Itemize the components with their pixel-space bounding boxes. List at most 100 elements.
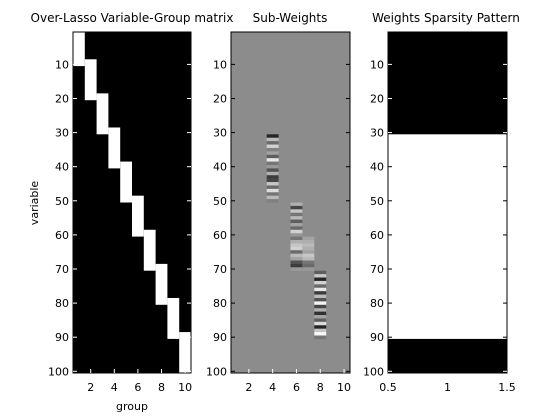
x-tick-label: 1: [444, 381, 451, 394]
plot-frame: [72, 31, 192, 374]
weight-cell: [266, 185, 279, 190]
group-membership-cell: [96, 93, 109, 135]
weight-cell: [314, 328, 327, 333]
y-tick-label: 30: [213, 127, 227, 140]
weight-cell: [290, 260, 303, 265]
heatmap-cells: [388, 32, 507, 373]
heatmap-cells: [73, 32, 191, 373]
y-tick-label: 30: [370, 127, 384, 140]
y-tick-label: 50: [213, 195, 227, 208]
y-tick-label: 20: [213, 92, 227, 105]
weight-cell: [302, 240, 315, 244]
sub-weights-panel: Sub-Weights 2 4 6 8 10 10 20 30 40 50 60 70 80 90 100: [206, 11, 351, 394]
weight-cell: [290, 212, 303, 217]
weight-cell: [302, 263, 315, 268]
y-tick-label: 70: [213, 263, 227, 276]
weight-cell: [290, 250, 303, 254]
y-tick-label: 80: [55, 297, 69, 310]
weight-cell: [266, 175, 279, 179]
weight-cell: [314, 301, 327, 306]
group-membership-cell: [132, 195, 144, 237]
group-membership-cell: [108, 127, 121, 169]
y-tick-label: 60: [55, 229, 69, 242]
weight-cell: [266, 164, 279, 169]
weight-cell: [266, 195, 279, 200]
weight-cell: [302, 260, 315, 265]
weight-cell: [314, 325, 327, 329]
weight-cell: [314, 318, 327, 323]
y-tick-label: 90: [55, 331, 69, 344]
weight-cell: [290, 246, 303, 251]
weight-cell: [314, 321, 327, 326]
sparsity-pattern-panel: Weights Sparsity Pattern 0.5 1 1.5 10 20 30 4…: [363, 11, 520, 394]
y-tick-label: 60: [370, 229, 384, 242]
variable-group-matrix-panel: Over-Lasso Variable-Group matrix 2 4 6 8 10 …: [28, 11, 233, 413]
weight-cell: [314, 315, 327, 319]
heatmap-cells: [231, 32, 350, 373]
weight-cell: [266, 168, 279, 173]
weight-cell: [290, 229, 303, 234]
x-ticks: 2 4 6 8 10: [245, 369, 351, 394]
group-membership-cell: [84, 59, 97, 101]
group-membership-cell: [179, 332, 191, 373]
x-tick-label: 2: [245, 381, 252, 394]
y-tick-label: 60: [213, 229, 227, 242]
y-tick-label: 40: [55, 161, 69, 174]
weight-cell: [290, 233, 303, 237]
y-tick-label: 100: [363, 365, 384, 378]
weight-cell: [314, 294, 327, 299]
y-tick-label: 90: [213, 331, 227, 344]
x-tick-label: 6: [293, 381, 300, 394]
chart-title: Over-Lasso Variable-Group matrix: [31, 11, 234, 25]
weight-cell: [266, 154, 279, 159]
y-tick-label: 90: [370, 331, 384, 344]
weight-cell: [302, 250, 315, 254]
y-tick-label: 100: [48, 365, 69, 378]
weight-cell: [302, 267, 315, 271]
weight-cell: [314, 280, 327, 285]
weight-cell: [314, 277, 327, 282]
y-ticks: 10 20 30 40 50 60 70 80 90 100: [48, 58, 191, 378]
x-tick-label: 4: [111, 381, 118, 394]
weight-cell: [266, 141, 279, 145]
weight-cell: [290, 253, 303, 258]
x-tick-label: 0.5: [379, 381, 397, 394]
x-tick-label: 1.5: [498, 381, 516, 394]
y-tick-label: 80: [370, 297, 384, 310]
weight-cell: [266, 188, 279, 193]
x-ticks: 0.5 1 1.5: [379, 369, 516, 394]
weight-cell: [290, 202, 303, 207]
weight-cell: [302, 257, 315, 261]
weight-cell: [266, 178, 279, 183]
weight-cell: [266, 199, 279, 203]
weight-cell: [290, 222, 303, 227]
weight-cell: [266, 171, 279, 176]
weight-cell: [302, 236, 315, 241]
y-tick-label: 10: [55, 58, 69, 71]
y-tick-label: 10: [370, 58, 384, 71]
weight-cell: [314, 304, 327, 309]
y-tick-label: 80: [213, 297, 227, 310]
weight-cell: [266, 137, 279, 142]
weight-cell: [290, 236, 303, 241]
weight-cell: [266, 134, 279, 139]
x-tick-label: 8: [158, 381, 165, 394]
y-tick-label: 70: [55, 263, 69, 276]
x-axis-label: group: [116, 400, 148, 413]
weight-cell: [290, 263, 303, 268]
weight-cell: [314, 332, 327, 336]
weight-cell: [266, 182, 279, 186]
x-ticks: 2 4 6 8 10: [87, 369, 192, 394]
group-membership-cell: [120, 161, 132, 203]
y-tick-label: 40: [213, 161, 227, 174]
weight-cell: [314, 291, 327, 295]
weight-cell: [266, 161, 279, 166]
weight-cell: [302, 253, 315, 258]
x-tick-label: 2: [87, 381, 94, 394]
weight-cell: [314, 311, 327, 316]
y-tick-label: 20: [370, 92, 384, 105]
weight-cell: [266, 144, 279, 149]
weight-cell: [302, 243, 315, 248]
weight-cell: [314, 308, 327, 312]
chart-title: Sub-Weights: [253, 11, 328, 25]
